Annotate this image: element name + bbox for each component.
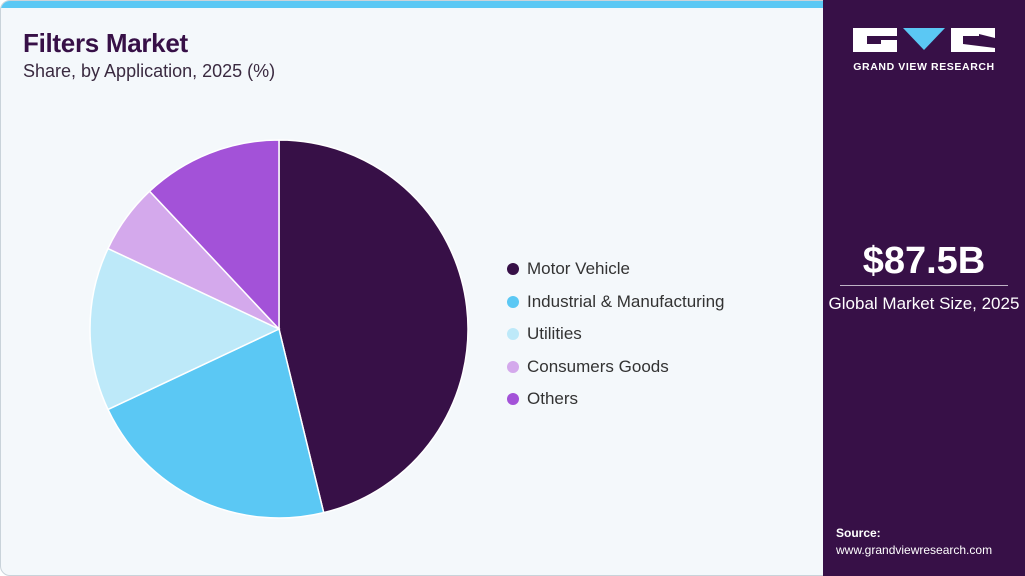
divider (840, 285, 1008, 286)
pie-slice-industrial-manufacturing (106, 327, 325, 519)
legend-swatch (507, 295, 519, 308)
pie-slice-others (148, 139, 280, 331)
legend-label: Motor Vehicle (527, 259, 630, 279)
legend-item: Others (507, 383, 725, 416)
chart-subtitle: Share, by Application, 2025 (%) (23, 61, 276, 81)
pie-slice-utilities (89, 247, 281, 411)
market-size-value: $87.5B (862, 240, 986, 282)
brand-name: GRAND VIEW RESEARCH (853, 61, 995, 73)
legend-item: Industrial & Manufacturing (507, 286, 725, 319)
pie-slice-motor-vehicle (278, 139, 469, 514)
legend-label: Consumers Goods (527, 356, 669, 376)
source-label: Source: (836, 526, 881, 540)
legend: Motor Vehicle Industrial & Manufacturing U… (507, 253, 725, 416)
legend-swatch (507, 263, 519, 276)
accent-bar (1, 1, 825, 8)
legend-item: Motor Vehicle (507, 253, 725, 286)
legend-swatch (507, 393, 519, 406)
legend-swatch (507, 360, 519, 373)
sidebar-panel (823, 0, 1025, 576)
legend-label: Others (527, 389, 579, 409)
chart-title: Filters Market (23, 28, 188, 58)
source-link[interactable]: www.grandviewresearch.com (836, 543, 993, 557)
legend-label: Utilities (527, 324, 582, 344)
legend-label: Industrial & Manufacturing (527, 291, 725, 311)
legend-item: Consumers Goods (507, 351, 725, 384)
gvr-logo (853, 28, 995, 52)
legend-swatch (507, 328, 519, 341)
market-size-caption: Global Market Size, 2025 (828, 294, 1020, 313)
pie-chart (89, 139, 469, 519)
legend-item: Utilities (507, 318, 725, 351)
